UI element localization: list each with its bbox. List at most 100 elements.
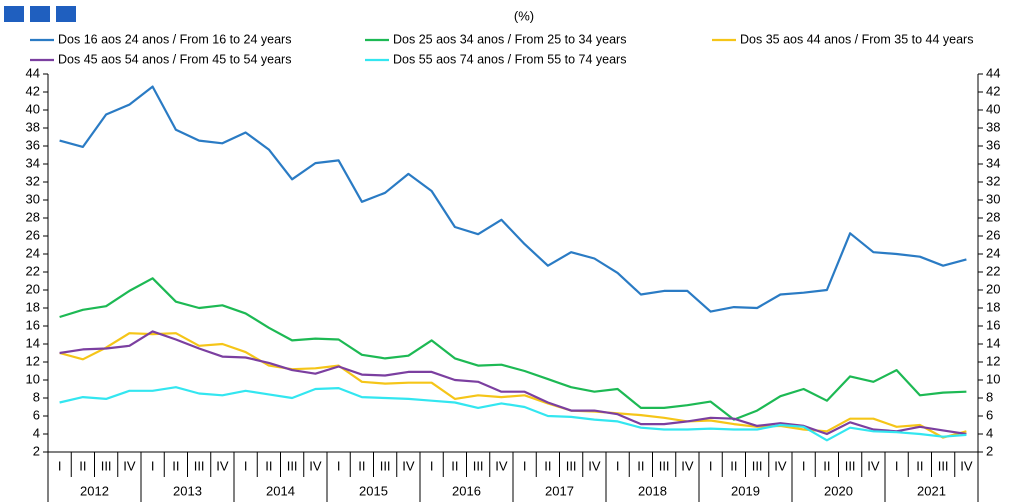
y2-tick-label: 10 (986, 371, 1000, 386)
y-tick-label: 26 (26, 227, 40, 242)
y2-tick-label: 24 (986, 245, 1000, 260)
y2-tick-label: 8 (986, 389, 993, 404)
x-tick-label: II (172, 458, 179, 473)
legend-label: Dos 55 aos 74 anos / From 55 to 74 years (393, 52, 626, 66)
y-tick-label: 8 (33, 389, 40, 404)
x-tick-label: IV (402, 458, 415, 473)
legend-label: Dos 16 aos 24 anos / From 16 to 24 years (58, 32, 291, 46)
y-tick-label: 38 (26, 119, 40, 134)
x-tick-label: I (709, 458, 713, 473)
x-tick-label: I (244, 458, 248, 473)
x-tick-label: I (430, 458, 434, 473)
x-tick-label: II (544, 458, 551, 473)
year-label: 2018 (638, 483, 667, 498)
year-label: 2014 (266, 483, 295, 498)
y-tick-label: 34 (26, 155, 40, 170)
x-tick-label: II (358, 458, 365, 473)
x-tick-label: III (659, 458, 670, 473)
y2-tick-label: 2 (986, 443, 993, 458)
x-tick-label: III (566, 458, 577, 473)
y2-tick-label: 22 (986, 263, 1000, 278)
y2-tick-label: 20 (986, 281, 1000, 296)
y-tick-label: 24 (26, 245, 40, 260)
x-tick-label: IV (588, 458, 601, 473)
y-tick-label: 30 (26, 191, 40, 206)
year-label: 2013 (173, 483, 202, 498)
x-tick-label: IV (867, 458, 880, 473)
x-tick-label: IV (774, 458, 787, 473)
y2-tick-label: 16 (986, 317, 1000, 332)
x-tick-label: IV (123, 458, 136, 473)
y2-tick-label: 44 (986, 65, 1000, 80)
x-tick-label: IV (309, 458, 322, 473)
x-tick-label: II (730, 458, 737, 473)
x-tick-label: I (895, 458, 899, 473)
year-label: 2012 (80, 483, 109, 498)
x-tick-label: I (151, 458, 155, 473)
x-tick-label: III (380, 458, 391, 473)
y2-tick-label: 4 (986, 425, 993, 440)
y-tick-label: 10 (26, 371, 40, 386)
x-tick-label: I (616, 458, 620, 473)
y2-tick-label: 38 (986, 119, 1000, 134)
x-tick-label: I (802, 458, 806, 473)
x-tick-label: III (752, 458, 763, 473)
year-label: 2019 (731, 483, 760, 498)
x-tick-label: IV (681, 458, 694, 473)
x-tick-label: III (938, 458, 949, 473)
y-tick-label: 16 (26, 317, 40, 332)
y2-tick-label: 14 (986, 335, 1000, 350)
y-tick-label: 20 (26, 281, 40, 296)
y-tick-label: 22 (26, 263, 40, 278)
y2-tick-label: 32 (986, 173, 1000, 188)
x-tick-label: II (916, 458, 923, 473)
x-tick-label: II (823, 458, 830, 473)
chart-subtitle: (%) (514, 8, 534, 23)
y2-tick-label: 28 (986, 209, 1000, 224)
x-tick-label: I (337, 458, 341, 473)
legend-label: Dos 25 aos 34 anos / From 25 to 34 years (393, 32, 626, 46)
y-tick-label: 4 (33, 425, 40, 440)
x-tick-label: IV (216, 458, 229, 473)
legend-label: Dos 35 aos 44 anos / From 35 to 44 years (740, 32, 973, 46)
x-tick-label: I (58, 458, 62, 473)
y-tick-label: 2 (33, 443, 40, 458)
x-tick-label: III (101, 458, 112, 473)
y-tick-label: 28 (26, 209, 40, 224)
y-tick-label: 44 (26, 65, 40, 80)
y-tick-label: 36 (26, 137, 40, 152)
y-tick-label: 40 (26, 101, 40, 116)
series-line (59, 330, 967, 436)
logo-block (4, 6, 24, 22)
series-line (59, 85, 967, 313)
x-tick-label: II (79, 458, 86, 473)
y2-tick-label: 26 (986, 227, 1000, 242)
y-tick-label: 42 (26, 83, 40, 98)
y2-tick-label: 18 (986, 299, 1000, 314)
y2-tick-label: 30 (986, 191, 1000, 206)
x-tick-label: III (845, 458, 856, 473)
y-tick-label: 18 (26, 299, 40, 314)
year-label: 2016 (452, 483, 481, 498)
y2-tick-label: 42 (986, 83, 1000, 98)
y-tick-label: 14 (26, 335, 40, 350)
series-line (59, 277, 967, 421)
y2-tick-label: 40 (986, 101, 1000, 116)
x-tick-label: IV (495, 458, 508, 473)
y-tick-label: 32 (26, 173, 40, 188)
year-label: 2020 (824, 483, 853, 498)
legend-label: Dos 45 aos 54 anos / From 45 to 54 years (58, 52, 291, 66)
y2-tick-label: 34 (986, 155, 1000, 170)
y-tick-label: 12 (26, 353, 40, 368)
series-line (59, 386, 967, 442)
year-label: 2015 (359, 483, 388, 498)
x-tick-label: II (637, 458, 644, 473)
y-tick-label: 6 (33, 407, 40, 422)
logo-block (56, 6, 76, 22)
x-tick-label: III (473, 458, 484, 473)
x-tick-label: I (523, 458, 527, 473)
x-tick-label: II (265, 458, 272, 473)
year-label: 2017 (545, 483, 574, 498)
series-line (59, 332, 967, 439)
y2-tick-label: 6 (986, 407, 993, 422)
